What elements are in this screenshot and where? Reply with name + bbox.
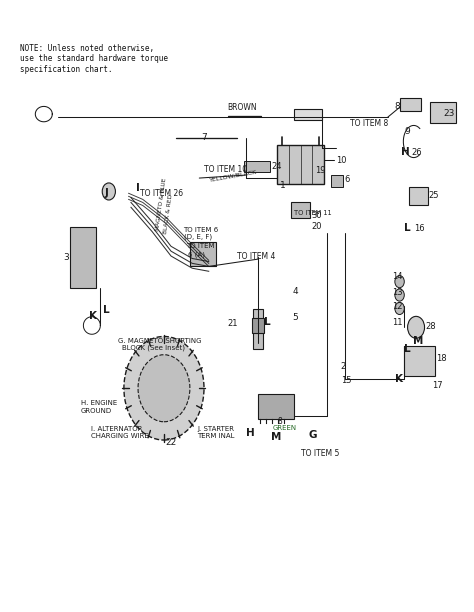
Text: TO ITEM 8: TO ITEM 8	[350, 119, 388, 129]
Text: 6 (A): 6 (A)	[188, 251, 204, 258]
Text: I: I	[136, 184, 139, 193]
Text: 6: 6	[344, 175, 349, 184]
Text: 4: 4	[292, 287, 298, 296]
Text: 9: 9	[405, 127, 410, 136]
FancyBboxPatch shape	[404, 346, 435, 376]
FancyBboxPatch shape	[400, 98, 421, 111]
Text: 5: 5	[292, 313, 298, 322]
Circle shape	[408, 316, 425, 338]
FancyBboxPatch shape	[258, 394, 293, 419]
Text: H. ENGINE: H. ENGINE	[81, 400, 117, 406]
Text: TO ITEM 5: TO ITEM 5	[301, 449, 339, 458]
Text: TO ITEM 6: TO ITEM 6	[183, 226, 218, 233]
FancyBboxPatch shape	[409, 187, 428, 206]
Text: 23: 23	[443, 109, 454, 118]
Text: TO ITEM 11: TO ITEM 11	[293, 210, 331, 215]
Circle shape	[395, 289, 404, 301]
Text: I. ALTERNATOR: I. ALTERNATOR	[91, 426, 142, 432]
Text: 17: 17	[433, 381, 443, 390]
Text: 12: 12	[392, 302, 403, 311]
Circle shape	[138, 355, 190, 422]
Text: TERM INAL: TERM INAL	[197, 433, 235, 439]
Text: 14: 14	[392, 272, 403, 280]
Text: 18: 18	[436, 354, 447, 363]
Text: L: L	[264, 318, 271, 327]
Circle shape	[102, 183, 116, 200]
Text: 13: 13	[392, 288, 403, 297]
Text: 7: 7	[201, 133, 208, 142]
Text: G. MAGNETO SHORTING: G. MAGNETO SHORTING	[118, 338, 202, 343]
Text: TO ITEM 26: TO ITEM 26	[140, 189, 183, 198]
Text: J. STARTER: J. STARTER	[197, 426, 234, 432]
Text: BLOCK (See Inset): BLOCK (See Inset)	[121, 345, 184, 351]
Text: 19: 19	[315, 166, 325, 175]
Text: 24: 24	[271, 162, 282, 171]
Text: K: K	[395, 374, 403, 384]
Text: 8: 8	[395, 102, 401, 111]
FancyBboxPatch shape	[291, 203, 310, 218]
Text: L: L	[404, 223, 411, 233]
Text: GREEN: GREEN	[273, 425, 296, 431]
Circle shape	[124, 337, 204, 440]
Text: (D, E, F): (D, E, F)	[184, 234, 212, 241]
Text: 11: 11	[392, 318, 403, 327]
Circle shape	[395, 275, 404, 288]
FancyBboxPatch shape	[254, 309, 263, 349]
Text: 16: 16	[414, 224, 424, 233]
Text: 21: 21	[228, 319, 238, 328]
Text: 30: 30	[311, 211, 321, 220]
Text: BROWN: BROWN	[227, 103, 256, 112]
Text: 8: 8	[278, 417, 283, 425]
Text: M: M	[271, 432, 281, 442]
Text: K: K	[89, 312, 97, 321]
Text: 25: 25	[429, 190, 439, 200]
Text: L: L	[103, 305, 109, 315]
Text: TO ITEM 10: TO ITEM 10	[204, 165, 247, 174]
FancyBboxPatch shape	[277, 144, 324, 184]
Text: 15: 15	[341, 376, 351, 386]
Text: 26: 26	[411, 148, 422, 157]
Text: 28: 28	[426, 321, 436, 330]
Text: J: J	[104, 188, 108, 198]
FancyBboxPatch shape	[293, 108, 322, 119]
Text: H: H	[401, 147, 410, 157]
Text: 1: 1	[280, 181, 286, 190]
Text: L: L	[404, 344, 411, 354]
Text: G: G	[308, 430, 317, 440]
Text: TO ITEM: TO ITEM	[186, 243, 215, 249]
FancyBboxPatch shape	[244, 161, 270, 172]
Circle shape	[395, 302, 404, 315]
FancyBboxPatch shape	[70, 227, 96, 288]
Text: H: H	[246, 428, 255, 438]
FancyBboxPatch shape	[430, 102, 456, 123]
FancyBboxPatch shape	[252, 318, 264, 334]
Text: 3: 3	[64, 253, 69, 263]
Text: 2: 2	[341, 362, 346, 371]
FancyBboxPatch shape	[331, 175, 343, 187]
FancyBboxPatch shape	[190, 242, 216, 266]
Text: M: M	[413, 336, 423, 346]
Text: 10: 10	[336, 156, 346, 165]
Text: BLACK & RED: BLACK & RED	[164, 193, 174, 234]
Text: 20: 20	[311, 222, 322, 231]
Text: 22: 22	[165, 438, 176, 447]
Text: GROUND: GROUND	[81, 408, 112, 414]
Text: CHARGING WIRE: CHARGING WIRE	[91, 433, 149, 439]
Text: MAGNETO & BLUE: MAGNETO & BLUE	[155, 177, 168, 231]
Text: TO ITEM 4: TO ITEM 4	[237, 252, 275, 261]
Text: YELLOW/BLACK: YELLOW/BLACK	[209, 169, 257, 182]
Text: NOTE: Unless noted otherwise,
use the standard hardware torque
specification cha: NOTE: Unless noted otherwise, use the st…	[20, 44, 168, 74]
